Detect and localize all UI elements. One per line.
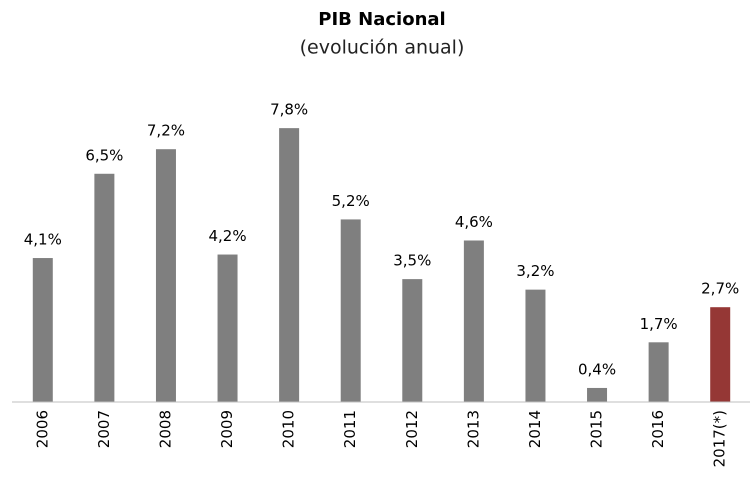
- data-label: 5,2%: [332, 192, 370, 210]
- bar: [648, 342, 669, 402]
- bar: [94, 173, 115, 402]
- chart-subtitle: (evolución anual): [300, 37, 465, 59]
- data-label: 2,7%: [701, 280, 739, 298]
- data-label: 6,5%: [85, 146, 123, 164]
- x-tick-label: 2011: [341, 410, 359, 448]
- bar: [402, 279, 423, 402]
- x-tick-label: 2012: [403, 410, 421, 448]
- x-tick-label: 2009: [218, 410, 236, 448]
- bar: [463, 240, 484, 402]
- data-label: 4,1%: [24, 231, 62, 249]
- data-label: 3,2%: [516, 262, 554, 280]
- data-label: 3,5%: [393, 252, 431, 270]
- data-label: 0,4%: [578, 360, 616, 378]
- x-tick-label: 2013: [464, 410, 482, 448]
- bar: [525, 289, 546, 402]
- x-tick-label: 2007: [95, 410, 113, 448]
- bar: [32, 258, 53, 402]
- chart-title: PIB Nacional: [318, 9, 445, 30]
- bar: [340, 219, 361, 402]
- data-label: 4,2%: [208, 227, 246, 245]
- bar: [155, 149, 176, 402]
- bar: [710, 307, 731, 402]
- data-label: 7,2%: [147, 122, 185, 140]
- x-tick-label: 2014: [526, 410, 544, 448]
- x-tick-label: 2016: [649, 410, 667, 448]
- bar: [587, 387, 608, 402]
- x-tick-label: 2010: [280, 410, 298, 448]
- data-label: 1,7%: [640, 315, 678, 333]
- bar: [217, 254, 238, 402]
- x-tick-label: 2006: [33, 410, 51, 448]
- x-tick-label: 2017(*): [711, 410, 729, 467]
- data-label: 4,6%: [455, 213, 493, 231]
- data-label: 7,8%: [270, 101, 308, 119]
- bar: [279, 128, 300, 402]
- x-tick-label: 2008: [156, 410, 174, 448]
- x-tick-label: 2015: [588, 410, 606, 448]
